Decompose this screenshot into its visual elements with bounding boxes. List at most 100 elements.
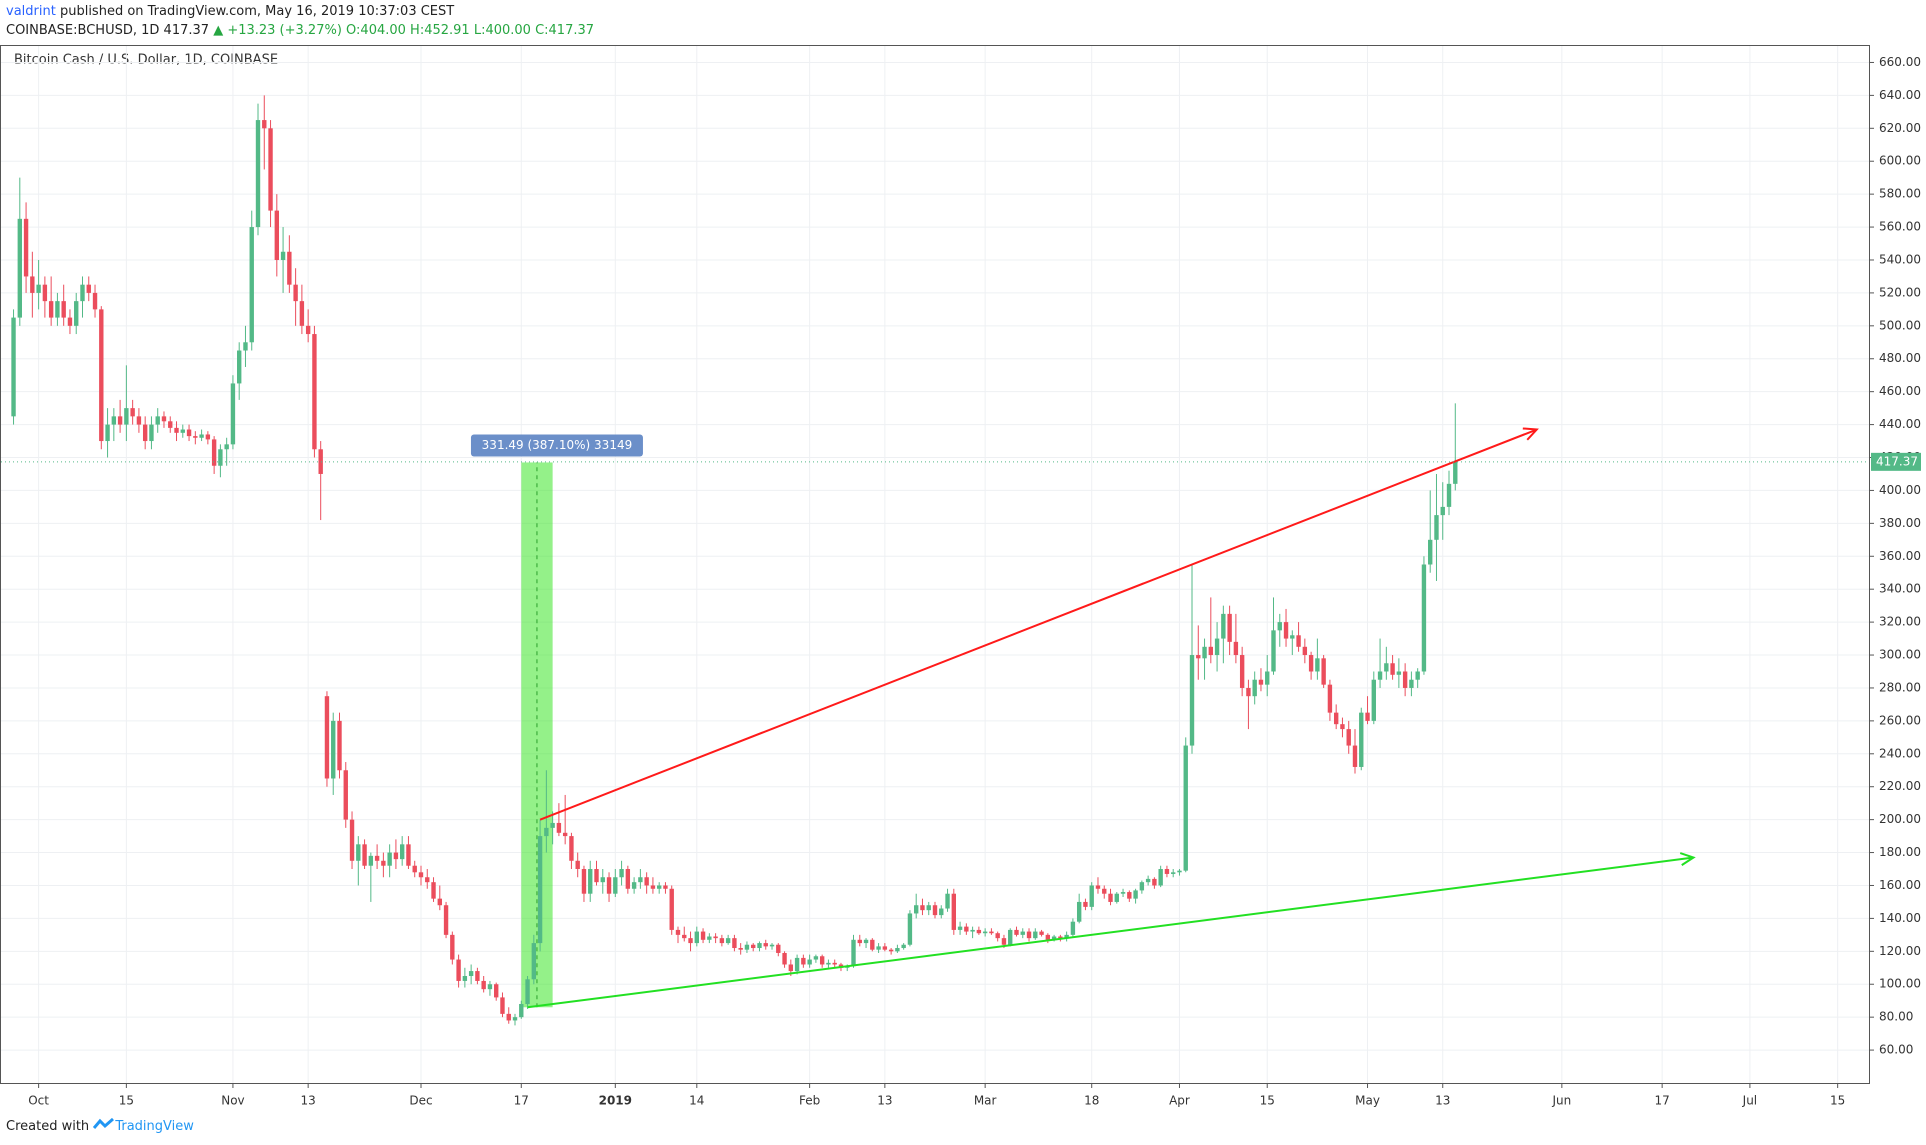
candle	[995, 931, 1000, 942]
candle	[1371, 671, 1376, 725]
candle	[631, 877, 637, 894]
candle-body	[349, 819, 355, 861]
candle-body	[1352, 745, 1358, 767]
candle	[99, 306, 104, 450]
candle	[744, 941, 750, 953]
candle-body	[1196, 655, 1201, 659]
candle-body	[136, 416, 142, 425]
candle-body	[650, 885, 656, 889]
author[interactable]: valdrint	[6, 4, 56, 19]
candle	[1302, 638, 1308, 664]
candle	[117, 399, 123, 433]
candle	[976, 926, 982, 935]
candle-body	[1340, 724, 1345, 730]
candle-body	[870, 939, 875, 950]
candle-body	[1258, 679, 1264, 685]
candle	[299, 284, 305, 335]
measure-label: 331.49 (387.10%) 33149	[482, 438, 633, 452]
candle-body	[205, 434, 211, 440]
x-tick-label: Jun	[1551, 1094, 1571, 1108]
candle	[36, 259, 41, 310]
candle-body	[907, 913, 913, 945]
candle-body	[211, 439, 217, 466]
candle-body	[262, 120, 267, 129]
candle	[945, 888, 950, 912]
candle	[1208, 597, 1214, 664]
candle-body	[443, 905, 449, 935]
candle-body	[707, 936, 712, 940]
y-tick-label: 660.00	[1879, 55, 1921, 69]
candle	[161, 411, 167, 428]
candle-body	[1277, 622, 1282, 631]
candle	[500, 992, 505, 1018]
candle	[1164, 865, 1170, 878]
candle	[105, 408, 110, 458]
candle	[982, 928, 988, 937]
candle	[957, 921, 963, 935]
candle	[732, 934, 737, 952]
last: 417.37	[163, 23, 210, 38]
candle-body	[280, 251, 286, 260]
brand[interactable]: TradingView	[115, 1119, 194, 1134]
candle-body	[694, 931, 699, 944]
candle	[312, 325, 317, 458]
candle-body	[149, 424, 154, 442]
x-tick-label: 2019	[599, 1094, 632, 1108]
candle-body	[826, 962, 831, 965]
x-tick-label: Oct	[28, 1094, 49, 1108]
x-tick-label: Dec	[409, 1094, 432, 1108]
candle-body	[1039, 931, 1044, 935]
candle-body	[619, 869, 624, 878]
header-line: valdrint published on TradingView.com, M…	[6, 2, 594, 21]
candle-body	[1114, 893, 1119, 902]
candle-body	[1265, 671, 1270, 685]
candle-body	[1221, 613, 1226, 639]
candle	[1202, 638, 1207, 680]
y-tick-label: 620.00	[1879, 121, 1921, 135]
candle	[1415, 668, 1420, 688]
x-tick-label: 14	[689, 1094, 704, 1108]
candle-body	[99, 309, 104, 442]
candle	[675, 926, 681, 944]
y-tick-label: 120.00	[1879, 944, 1921, 958]
candle	[456, 954, 461, 988]
y-tick-label: 180.00	[1879, 845, 1921, 859]
candle	[544, 770, 549, 853]
candle-body	[1296, 635, 1301, 647]
candle	[443, 901, 449, 939]
candle	[1296, 622, 1301, 652]
candle-body	[268, 128, 273, 211]
candle	[914, 893, 919, 919]
candle-body	[588, 869, 593, 894]
candle	[1183, 737, 1188, 873]
candle	[663, 882, 668, 894]
candle	[1428, 490, 1433, 573]
candle-body	[882, 946, 888, 950]
candle	[1421, 556, 1427, 675]
candle	[920, 898, 925, 916]
candle	[1252, 671, 1257, 705]
candle	[211, 436, 217, 474]
y-tick-label: 440.00	[1879, 417, 1921, 431]
candle-body	[725, 938, 731, 944]
candle	[669, 885, 674, 935]
candle	[374, 844, 380, 870]
candle	[776, 943, 781, 957]
trendline	[539, 428, 1538, 821]
candle-body	[1283, 622, 1289, 639]
candle-body	[1083, 901, 1088, 907]
candle	[882, 943, 888, 952]
candle-body	[418, 872, 424, 878]
candle-body	[293, 284, 298, 302]
candle-body	[1171, 872, 1176, 874]
candle-body	[794, 957, 800, 972]
candle-body	[669, 888, 674, 930]
candle	[142, 416, 148, 450]
candle-body	[299, 301, 305, 326]
candle	[305, 309, 311, 343]
candle-body	[1415, 671, 1420, 680]
candle-body	[1108, 893, 1113, 902]
chart: Bitcoin Cash / U.S. Dollar, 1D, COINBASE…	[0, 45, 1921, 1108]
candle-body	[1359, 712, 1364, 767]
